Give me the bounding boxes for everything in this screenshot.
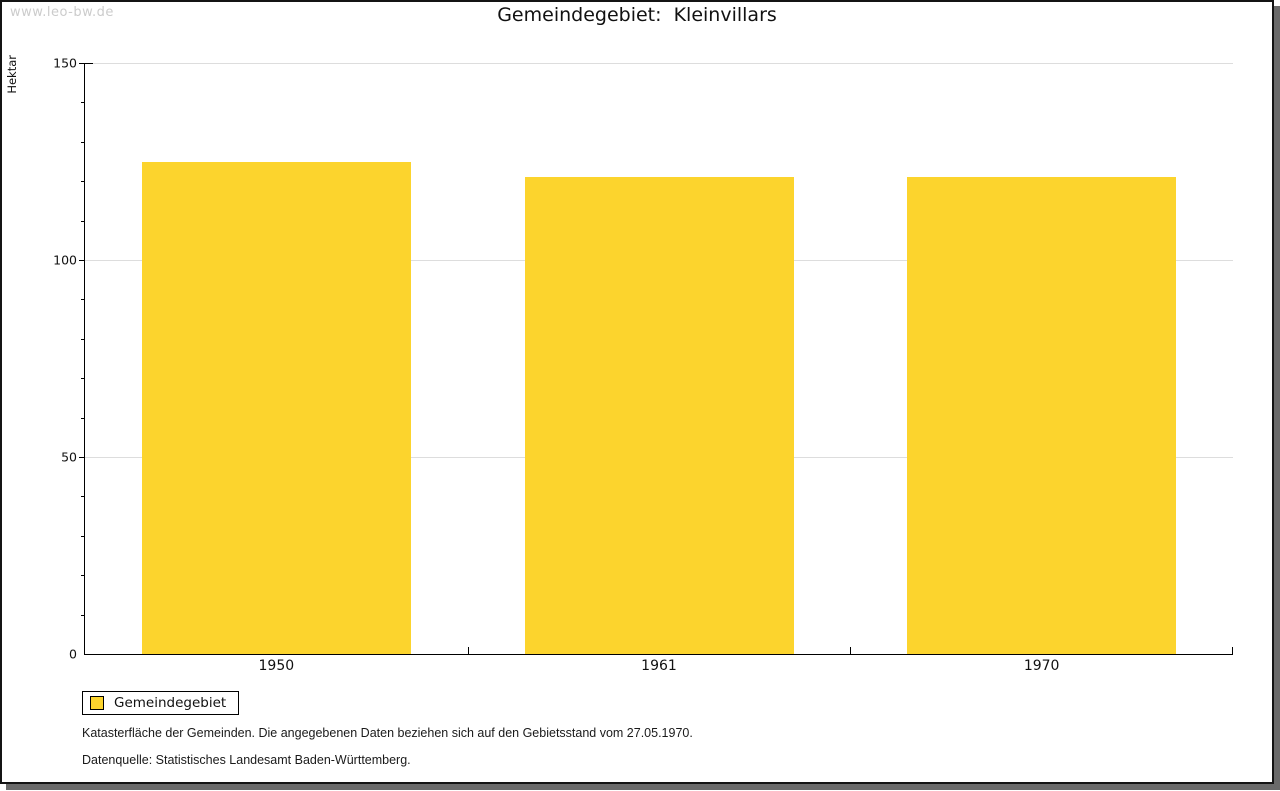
y-tick-minor — [81, 338, 85, 340]
x-tick-label: 1950 — [258, 658, 295, 674]
y-tick-major — [79, 457, 85, 458]
y-tick-minor — [81, 614, 85, 616]
bar-1950 — [141, 161, 411, 654]
x-boundary-tick — [467, 647, 469, 654]
h-gridline — [85, 63, 1233, 64]
bar-1961 — [524, 177, 794, 654]
bar-1970 — [907, 177, 1177, 654]
legend-label: Gemeindegebiet — [114, 695, 227, 711]
y-tick-minor — [81, 417, 85, 419]
y-axis-top-cap — [85, 63, 93, 64]
y-tick-minor — [81, 575, 85, 577]
y-tick-label: 50 — [61, 449, 77, 465]
y-tick-minor — [81, 220, 85, 222]
x-boundary-tick — [850, 647, 852, 654]
legend-swatch-icon — [90, 696, 104, 710]
x-tick-label: 1961 — [641, 658, 677, 674]
y-axis-label: Hektar — [5, 55, 19, 94]
chart-title: Gemeindegebiet: Kleinvillars — [497, 4, 777, 26]
y-tick-minor — [81, 496, 85, 498]
y-tick-minor — [81, 299, 85, 301]
y-tick-label: 150 — [53, 55, 77, 71]
y-tick-minor — [81, 181, 85, 183]
x-boundary-tick — [1232, 647, 1233, 654]
y-tick-label: 100 — [53, 252, 77, 268]
legend-box: Gemeindegebiet — [82, 691, 240, 715]
footnote-source-note: Katasterfläche der Gemeinden. Die angege… — [82, 726, 693, 740]
plot-area: 0 50 100 150 1950 1961 1970 — [53, 56, 1233, 674]
y-tick-minor — [81, 535, 85, 537]
y-tick-minor — [81, 378, 85, 380]
footnote-data-source: Datenquelle: Statistisches Landesamt Bad… — [82, 753, 411, 767]
x-tick-label: 1970 — [1023, 658, 1060, 674]
y-tick-label: 0 — [69, 646, 77, 662]
y-tick-major — [79, 63, 85, 64]
y-tick-major — [79, 260, 85, 261]
y-tick-minor — [81, 141, 85, 143]
y-tick-minor — [81, 102, 85, 104]
watermark-url: www.leo-bw.de — [10, 5, 114, 20]
